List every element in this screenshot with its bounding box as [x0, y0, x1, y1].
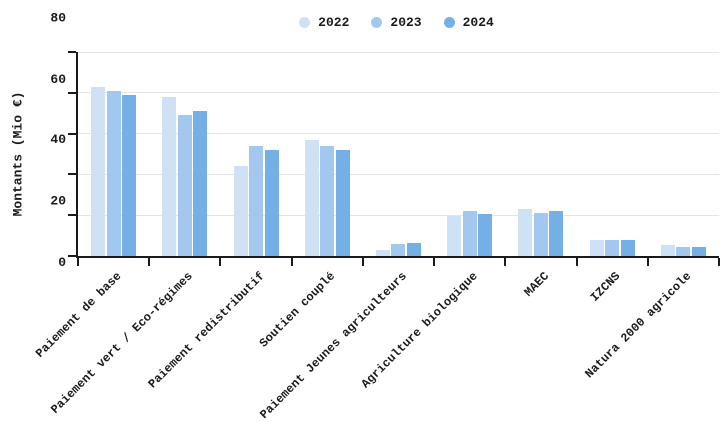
gridline: [78, 214, 719, 216]
x-category-label: MAEC: [521, 269, 553, 300]
bar-2023: [391, 243, 406, 256]
bar-2023: [249, 145, 264, 256]
legend-label: 2022: [318, 14, 350, 30]
legend-item: 2022: [299, 16, 349, 29]
bar-2023: [462, 211, 477, 256]
x-tick: [504, 258, 507, 266]
bar-group: [78, 52, 149, 256]
legend: 2022 2023 2024: [76, 14, 717, 30]
y-tick: [68, 255, 76, 257]
y-tick: [68, 214, 76, 217]
bar-2022: [375, 249, 390, 256]
bar-group: [577, 52, 648, 256]
bar-2024: [620, 239, 635, 256]
plot-area: 020406080100: [50, 11, 720, 269]
bar-2023: [177, 115, 192, 256]
y-tick-label: 100: [43, 0, 66, 154]
bar-2024: [549, 211, 564, 256]
bar-2024: [478, 214, 493, 256]
legend-marker-2023: [371, 16, 383, 28]
bar-2022: [91, 86, 106, 256]
bar-2022: [162, 96, 177, 256]
gridline: [78, 173, 719, 175]
bar-group: [292, 52, 363, 256]
x-category-label: Soutien couplé: [257, 269, 339, 351]
bar-2023: [533, 213, 548, 256]
bar-2022: [518, 209, 533, 256]
bar-2022: [447, 216, 462, 256]
y-tick: [68, 91, 76, 94]
x-tick: [433, 258, 436, 266]
bar-2024: [691, 246, 706, 256]
bar-2022: [660, 244, 675, 256]
bar-2024: [122, 94, 137, 256]
gridline: [78, 133, 719, 135]
bar-2022: [304, 139, 319, 256]
bar-2022: [589, 239, 604, 256]
bar-group: [648, 52, 719, 256]
bar-2023: [676, 246, 691, 256]
x-tick: [290, 258, 293, 266]
bar-group: [434, 52, 505, 256]
legend-label: 2023: [390, 14, 422, 30]
bar-2022: [233, 166, 248, 256]
y-tick-label: 20: [50, 193, 66, 209]
legend-label: 2024: [462, 14, 494, 30]
bar-2023: [320, 145, 335, 256]
x-category-label: Paiement redistributif: [145, 269, 268, 392]
bar-2023: [106, 90, 121, 256]
legend-marker-2024: [443, 16, 455, 28]
bar-group: [505, 52, 576, 256]
gridline: [78, 92, 719, 94]
y-tick: [68, 51, 76, 53]
legend-item: 2023: [371, 14, 422, 30]
x-category-label: Paiement Jeunes agriculteurs: [257, 269, 410, 422]
x-axis-labels: Paiement de base Paiement vert / Eco-régi…: [33, 268, 717, 421]
gridline: [78, 51, 719, 53]
legend-item: 2024: [443, 14, 494, 30]
x-category-label: IZCNS: [587, 269, 624, 305]
x-category-label: Paiement vert / Eco-régimes: [48, 269, 197, 417]
x-category-label: Agriculture biologique: [358, 269, 481, 392]
x-tick: [219, 258, 222, 266]
y-axis-title: Montants (Mio €): [10, 91, 26, 217]
bar-2023: [605, 239, 620, 256]
x-tick: [148, 258, 151, 266]
y-tick-label: 60: [50, 71, 66, 87]
y-tick: [68, 132, 76, 135]
x-tick: [646, 258, 649, 266]
y-tick-label: 40: [50, 132, 66, 148]
bar-2024: [335, 149, 350, 256]
x-tick: [361, 258, 364, 266]
bar-2024: [406, 242, 421, 256]
y-tick: [68, 173, 76, 176]
bar-group: [220, 52, 291, 256]
x-tick: [718, 258, 720, 266]
bar-2024: [193, 111, 208, 256]
x-tick: [77, 258, 79, 266]
bar-group: [363, 52, 434, 256]
bar-group: [149, 52, 220, 256]
legend-marker-2022: [299, 16, 311, 28]
x-tick: [575, 258, 578, 266]
bar-2024: [264, 149, 279, 256]
y-tick-label: 80: [50, 10, 66, 26]
